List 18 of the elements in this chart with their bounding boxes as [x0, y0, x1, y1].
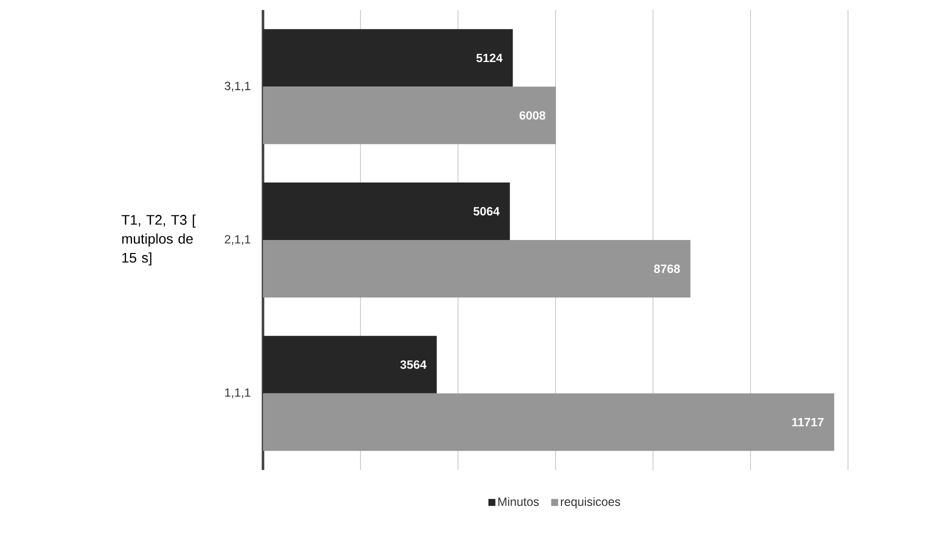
data-label: 5064	[473, 207, 500, 216]
y-axis-title: T1, T2, T3 [ mutiplos de 15 s]	[122, 214, 196, 266]
legend-label: Minutos	[498, 497, 539, 506]
data-label: 5124	[476, 54, 503, 62]
bar	[263, 336, 437, 394]
data-label: 6008	[520, 111, 546, 120]
bar	[263, 86, 556, 144]
legend-label: requisicoes	[560, 497, 620, 508]
data-label: 8768	[654, 264, 680, 273]
bar	[263, 182, 510, 240]
y-tick-label: 3,1,1	[224, 82, 250, 92]
bar	[263, 240, 690, 298]
y-tick-label: 2,1,1	[224, 235, 250, 245]
data-label: 3564	[400, 360, 427, 369]
y-tick-label: 1,1,1	[225, 388, 250, 398]
bar	[263, 29, 513, 87]
data-label: 11717	[792, 418, 824, 426]
bar	[263, 393, 834, 451]
